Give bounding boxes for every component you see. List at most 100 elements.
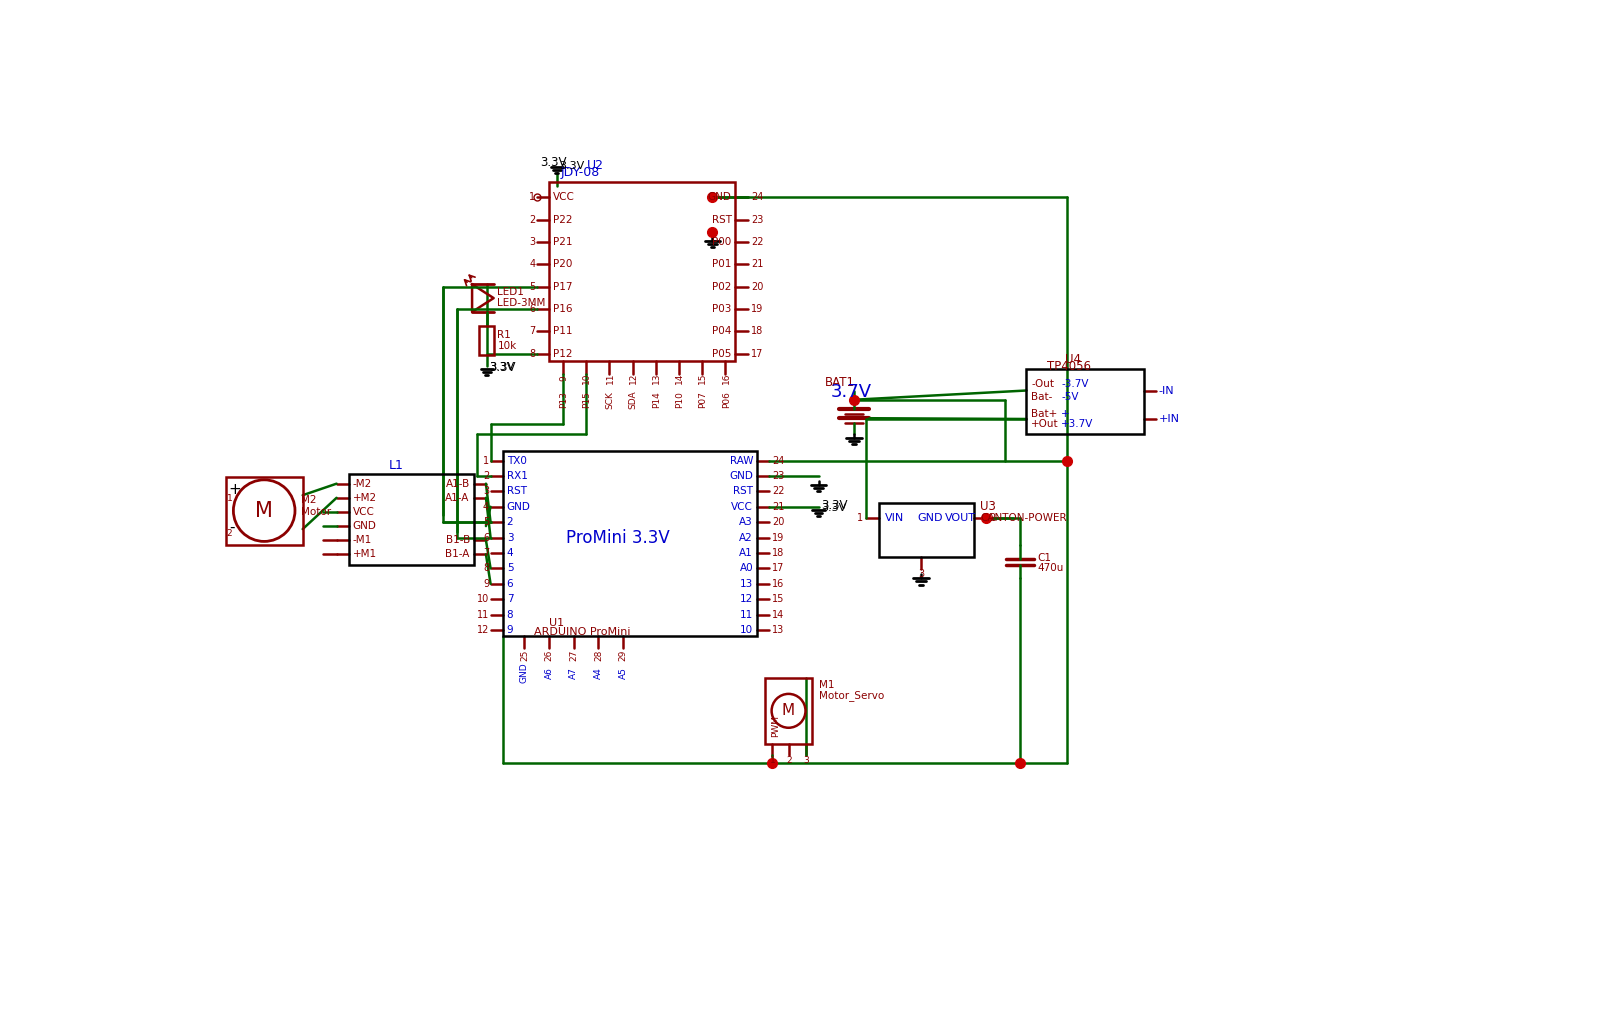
Text: 10: 10 [740, 625, 752, 635]
Text: GND: GND [917, 513, 943, 523]
Text: 18: 18 [751, 326, 764, 336]
Text: P04: P04 [712, 326, 732, 336]
Text: Bat-: Bat- [1031, 392, 1052, 401]
Text: 2: 2 [226, 529, 232, 539]
Text: M1: M1 [818, 679, 834, 690]
Text: +M1: +M1 [352, 549, 376, 559]
Text: VCC: VCC [552, 192, 575, 203]
Text: 3.3V: 3.3V [559, 160, 584, 171]
Text: 3.3V: 3.3V [488, 362, 514, 372]
Text: 5: 5 [484, 517, 488, 527]
Text: VCC: VCC [352, 507, 375, 517]
Text: 17: 17 [772, 564, 784, 574]
Text: 3: 3 [484, 486, 488, 496]
Text: 9: 9 [484, 579, 488, 588]
Text: U3: U3 [980, 500, 996, 513]
Text: 3: 3 [528, 237, 535, 247]
Text: A5: A5 [618, 667, 628, 679]
Text: 7: 7 [508, 595, 514, 604]
Text: 24: 24 [751, 192, 764, 203]
Text: 28: 28 [594, 649, 604, 661]
Text: TX0: TX0 [508, 456, 527, 465]
Bar [549, 182, 735, 361]
Text: 2: 2 [989, 513, 996, 523]
Bar [879, 503, 973, 557]
Text: -: - [229, 520, 234, 535]
Text: -5V: -5V [1061, 392, 1079, 401]
Text: 23: 23 [772, 470, 784, 481]
Text: +IN: +IN [1159, 414, 1180, 424]
Text: +M2: +M2 [352, 493, 376, 503]
Text: 4: 4 [484, 501, 488, 512]
Text: P10: P10 [676, 391, 684, 408]
Text: C1: C1 [1037, 552, 1052, 562]
Text: L1: L1 [389, 459, 403, 473]
Text: 9: 9 [559, 375, 568, 382]
Text: P00: P00 [712, 237, 732, 247]
Text: 12: 12 [740, 595, 752, 604]
Bar [479, 326, 495, 355]
Text: 22: 22 [772, 486, 784, 496]
Text: 11: 11 [477, 610, 488, 619]
Text: 3.7V: 3.7V [831, 383, 873, 401]
Text: P07: P07 [698, 391, 708, 408]
Text: 16: 16 [772, 579, 784, 588]
Text: +: + [229, 482, 242, 496]
Text: 12: 12 [477, 625, 488, 635]
Text: 3.3V: 3.3V [821, 504, 847, 513]
Text: 2: 2 [786, 756, 792, 764]
Text: GND: GND [508, 501, 530, 512]
Text: 15: 15 [698, 372, 708, 384]
Text: 1: 1 [857, 513, 863, 523]
Text: 26: 26 [544, 649, 554, 661]
Text: GND: GND [352, 521, 376, 531]
Text: A4: A4 [594, 667, 604, 679]
Text: U4: U4 [1065, 354, 1081, 366]
Text: Bat+: Bat+ [1031, 408, 1057, 419]
Text: 8: 8 [528, 348, 535, 359]
Text: 11: 11 [740, 610, 752, 619]
Bar [226, 477, 303, 545]
Text: JDY-08: JDY-08 [560, 166, 599, 179]
Text: 13: 13 [740, 579, 752, 588]
Text: 1: 1 [770, 756, 775, 764]
Text: 7: 7 [528, 326, 535, 336]
Text: CANTON-POWER: CANTON-POWER [980, 513, 1066, 522]
Text: 3: 3 [917, 569, 924, 579]
Text: A0: A0 [740, 564, 752, 574]
Text: 12: 12 [629, 372, 637, 384]
Text: B1-B: B1-B [445, 536, 469, 545]
Text: RX1: RX1 [508, 470, 528, 481]
Text: GND: GND [708, 192, 732, 203]
Text: P05: P05 [712, 348, 732, 359]
Text: 7: 7 [484, 548, 488, 558]
Text: P22: P22 [552, 215, 573, 224]
Text: A7: A7 [570, 667, 578, 679]
Text: 22: 22 [751, 237, 764, 247]
Text: VIN: VIN [885, 513, 905, 523]
Text: -M2: -M2 [352, 479, 371, 489]
Text: 13: 13 [652, 372, 661, 384]
Text: 3.3V: 3.3V [488, 361, 516, 374]
Text: 2: 2 [508, 517, 514, 527]
Text: P02: P02 [712, 281, 732, 292]
Text: B1-A: B1-A [445, 549, 469, 559]
Text: P01: P01 [712, 260, 732, 269]
Text: 20: 20 [751, 281, 764, 292]
Bar [503, 451, 757, 636]
Text: A1-B: A1-B [445, 479, 469, 489]
Text: P12: P12 [552, 348, 573, 359]
Text: 13: 13 [772, 625, 784, 635]
Text: 24: 24 [772, 456, 784, 465]
Text: LED1: LED1 [496, 287, 524, 297]
Text: M2: M2 [301, 495, 317, 505]
Text: P14: P14 [652, 391, 661, 408]
Text: SCK: SCK [605, 391, 615, 408]
Text: SDA: SDA [629, 391, 637, 409]
Bar [349, 475, 474, 565]
Text: P17: P17 [552, 281, 573, 292]
Text: P06: P06 [722, 391, 730, 408]
Text: -Out: -Out [1031, 379, 1053, 390]
Text: 15: 15 [772, 595, 784, 604]
Text: P11: P11 [552, 326, 573, 336]
